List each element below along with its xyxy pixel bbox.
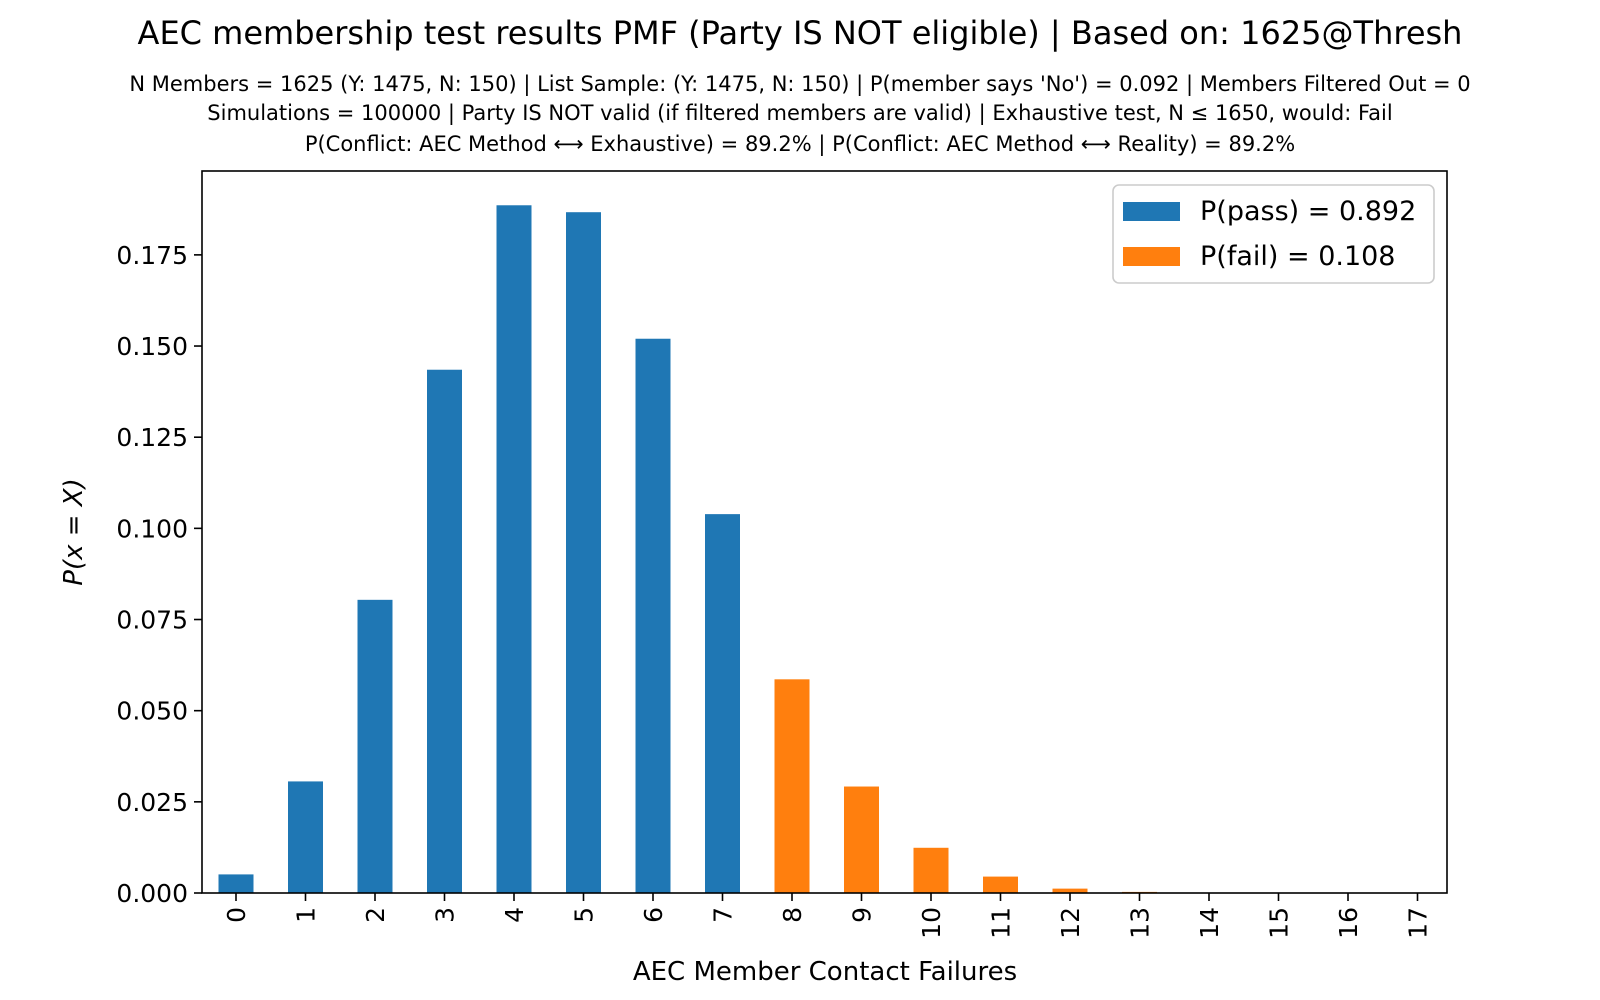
x-tick-label: 11 (987, 907, 1016, 939)
bar-12 (1052, 888, 1088, 893)
x-tick-label: 2 (361, 907, 390, 923)
bar-11 (983, 876, 1018, 893)
bar-1 (288, 781, 323, 893)
x-tick-label: 7 (709, 907, 738, 923)
legend-swatch-pass (1123, 202, 1180, 221)
x-tick-label: 9 (848, 907, 877, 923)
legend-label-pass: P(pass) = 0.892 (1200, 196, 1416, 227)
bar-4 (496, 205, 532, 894)
x-tick-label: 0 (222, 907, 251, 923)
y-tick-label: 0.075 (116, 606, 188, 635)
y-tick-label: 0.150 (116, 332, 188, 361)
bar-6 (635, 338, 671, 893)
legend-label-fail: P(fail) = 0.108 (1200, 241, 1396, 272)
x-tick-label: 12 (1056, 907, 1085, 939)
chart-title: AEC membership test results PMF (Party I… (137, 14, 1463, 52)
bars-group (218, 205, 1157, 894)
x-tick-label: 15 (1265, 907, 1294, 939)
x-tick-label: 17 (1404, 907, 1433, 939)
y-tick-label: 0.000 (116, 879, 188, 908)
legend-box (1112, 184, 1435, 284)
bar-5 (566, 212, 601, 893)
bar-8 (774, 679, 810, 893)
subtitle-line-1: N Members = 1625 (Y: 1475, N: 150) | Lis… (129, 72, 1471, 96)
x-tick-label: 1 (292, 907, 321, 923)
y-tick-label: 0.100 (116, 514, 188, 543)
subtitle-line-3: P(Conflict: AEC Method ⟷ Exhaustive) = 8… (304, 132, 1296, 156)
bar-7 (705, 514, 740, 893)
bar-2 (357, 599, 393, 893)
legend-swatch-fail (1123, 247, 1180, 266)
bar-0 (218, 874, 254, 893)
subtitle-line-2: Simulations = 100000 | Party IS NOT vali… (207, 101, 1393, 125)
y-tick-label: 0.125 (116, 423, 188, 452)
y-tick-label: 0.175 (116, 241, 188, 270)
y-axis: 0.000 0.025 0.050 0.075 0.100 0.125 0.150 0.175 (116, 241, 202, 908)
plot-frame (201, 170, 1448, 894)
x-tick-label: 16 (1334, 907, 1363, 939)
bar-9 (844, 786, 879, 893)
x-tick-label: 10 (917, 907, 946, 939)
x-tick-label: 8 (778, 907, 807, 923)
x-axis: 0 1 2 3 4 5 6 7 8 9 10 11 12 13 14 15 16 17 (222, 893, 1433, 939)
y-axis-label: P(x = X) (59, 478, 89, 585)
bar-3 (427, 369, 462, 894)
y-tick-label: 0.025 (116, 788, 188, 817)
bar-10 (913, 847, 949, 893)
x-tick-label: 3 (431, 907, 460, 923)
y-tick-label: 0.050 (116, 697, 188, 726)
x-axis-label: AEC Member Contact Failures (633, 957, 1017, 987)
x-tick-label: 13 (1126, 907, 1155, 939)
x-tick-label: 4 (500, 907, 529, 923)
x-tick-label: 5 (570, 907, 599, 923)
legend: P(pass) = 0.892 P(fail) = 0.108 (1112, 184, 1435, 284)
x-tick-label: 14 (1195, 907, 1224, 939)
x-tick-label: 6 (639, 907, 668, 923)
